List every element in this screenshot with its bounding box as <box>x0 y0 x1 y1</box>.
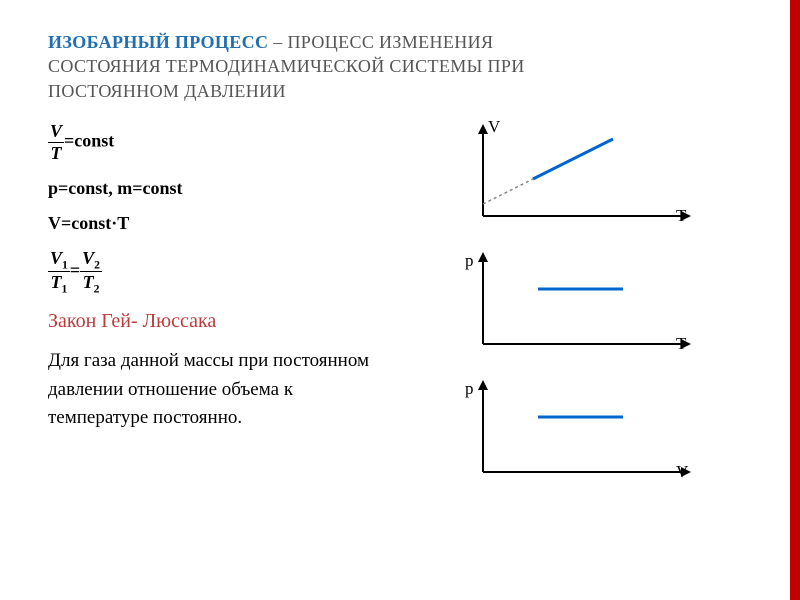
t2-sub: 2 <box>94 283 100 296</box>
formula-v-constT: V=const·T <box>48 213 428 234</box>
vt-eq: =const <box>64 131 114 151</box>
chart2-svg <box>438 249 698 369</box>
chart-pt: p T <box>438 249 698 369</box>
t1-sub: 1 <box>62 283 68 296</box>
vt-num: V <box>48 121 64 142</box>
law-name: Закон Гей- Люссака <box>48 310 428 333</box>
title-rest-1: – ПРОЦЕСС ИЗМЕНЕНИЯ <box>268 32 493 52</box>
formula-column: V T =const p=const, m=const V=const·T V1… <box>48 121 428 505</box>
chart3-xlabel: V <box>676 462 688 482</box>
formula-vt-const: V T =const <box>48 121 428 164</box>
chart3-svg <box>438 377 698 497</box>
chart2-ylabel: p <box>465 251 474 271</box>
law-desc-l2: давлении отношение объема к <box>48 379 293 400</box>
chart-column: V T p T <box>428 121 760 505</box>
v2-sub: 2 <box>94 258 100 271</box>
law-description: Для газа данной массы при постоянном дав… <box>48 347 428 433</box>
t1: T <box>51 272 62 292</box>
formula-ratio: V1 T1 = V2 T2 <box>48 248 428 296</box>
v1: V <box>50 248 62 268</box>
chart2-xlabel: T <box>676 334 686 354</box>
v2: V <box>82 248 94 268</box>
chart-vt: V T <box>438 121 698 241</box>
vt-den: T <box>48 142 64 164</box>
title-rest-3: ПОСТОЯННОМ ДАВЛЕНИИ <box>48 81 286 101</box>
chart1-ylabel: V <box>488 117 500 137</box>
accent-bar <box>790 0 800 600</box>
v1-sub: 1 <box>62 258 68 271</box>
chart1-svg <box>438 121 698 241</box>
slide-title: ИЗОБАРНЫЙ ПРОЦЕСС – ПРОЦЕСС ИЗМЕНЕНИЯ СО… <box>48 30 760 103</box>
chart-pv: p V <box>438 377 698 497</box>
chart1-xlabel: T <box>676 206 686 226</box>
t2: T <box>83 272 94 292</box>
formula-p-const: p=const, m=const <box>48 178 428 199</box>
law-desc-l3: температуре постоянно. <box>48 407 242 428</box>
eq-sign: = <box>70 260 80 280</box>
law-desc-l1: Для газа данной массы при постоянном <box>48 350 369 371</box>
slide-content: ИЗОБАРНЫЙ ПРОЦЕСС – ПРОЦЕСС ИЗМЕНЕНИЯ СО… <box>0 0 800 535</box>
main-area: V T =const p=const, m=const V=const·T V1… <box>48 121 760 505</box>
chart3-ylabel: p <box>465 379 474 399</box>
title-emphasis: ИЗОБАРНЫЙ ПРОЦЕСС <box>48 32 268 52</box>
title-rest-2: СОСТОЯНИЯ ТЕРМОДИНАМИЧЕСКОЙ СИСТЕМЫ ПРИ <box>48 56 525 76</box>
